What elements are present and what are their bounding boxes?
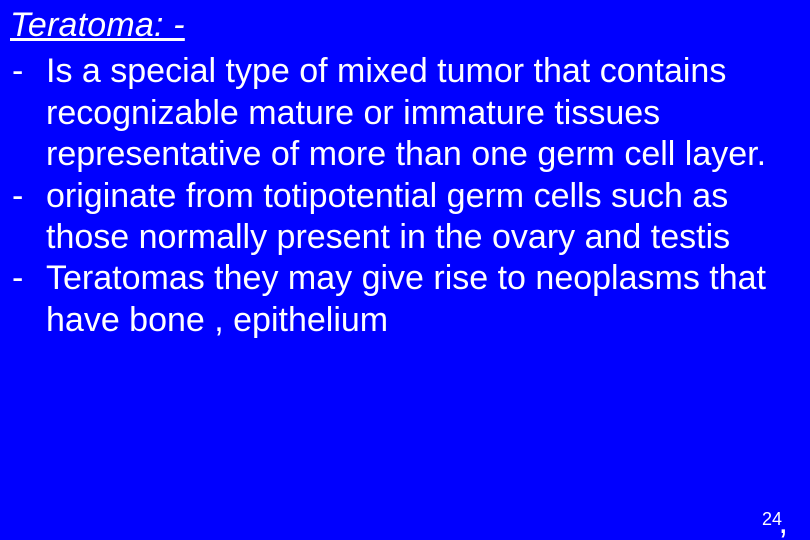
slide: Teratoma: - - Is a special type of mixed… — [0, 0, 810, 540]
list-item: - Teratomas they may give rise to neopla… — [10, 258, 800, 341]
list-item: - Is a special type of mixed tumor that … — [10, 51, 800, 175]
bullet-dash: - — [10, 176, 46, 259]
bullet-dash: - — [10, 51, 46, 175]
trailing-comma: , — [779, 503, 788, 540]
bullet-list: - Is a special type of mixed tumor that … — [10, 51, 800, 341]
list-item: - originate from totipotential germ cell… — [10, 176, 800, 259]
bullet-dash: - — [10, 258, 46, 341]
slide-title: Teratoma: - — [10, 6, 800, 45]
bullet-text: originate from totipotential germ cells … — [46, 176, 800, 259]
bullet-text: Is a special type of mixed tumor that co… — [46, 51, 800, 175]
bullet-text: Teratomas they may give rise to neoplasm… — [46, 258, 800, 341]
